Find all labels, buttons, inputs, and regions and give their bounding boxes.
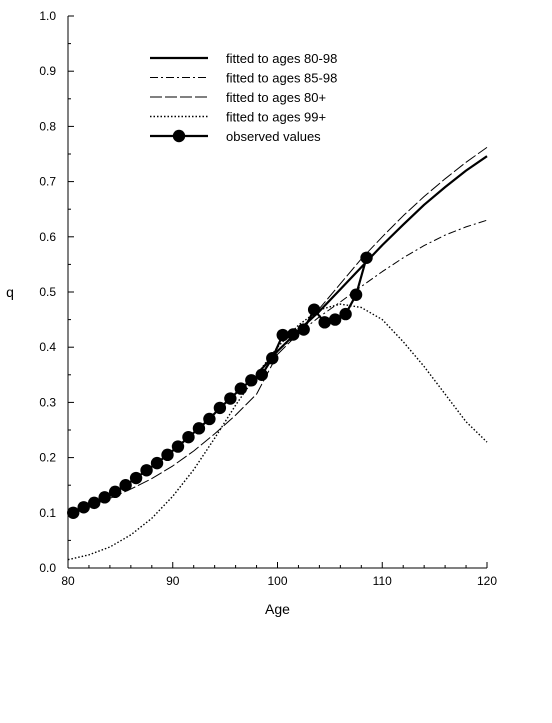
y-axis-title: q [6, 284, 14, 300]
y-tick-label: 0.4 [39, 340, 56, 354]
plot-area: 80 90 100 110 120 0.00.10.20.30.40.50.60.70.… [39, 9, 497, 588]
series-line [67, 303, 488, 561]
legend-marker [172, 129, 186, 143]
series-line [72, 257, 368, 514]
x-tick-label: 100 [267, 574, 287, 588]
data-point [266, 352, 279, 365]
legend: fitted to ages 80-98 fitted to ages 85-98… [150, 51, 337, 144]
data-point [287, 328, 300, 341]
data-point [255, 368, 268, 381]
y-tick-label: 0.5 [39, 285, 56, 299]
x-axis-title: Age [265, 601, 290, 617]
data-point [339, 307, 352, 321]
data-point [213, 401, 227, 415]
y-tick-label: 0.8 [39, 119, 56, 133]
data-point [276, 328, 289, 342]
data-point [67, 506, 80, 519]
data-point [129, 471, 143, 485]
data-point [182, 430, 195, 444]
y-tick-label: 1.0 [39, 9, 56, 23]
data-point [119, 479, 132, 492]
legend-label: observed values [226, 129, 321, 144]
legend-label: fitted to ages 85-98 [226, 71, 337, 86]
y-tick-label: 0.6 [39, 230, 56, 244]
series-line [277, 219, 488, 352]
data-point [98, 491, 111, 504]
x-tick-label: 90 [166, 574, 180, 588]
data-point [245, 374, 258, 387]
y-tick-label: 0.7 [39, 175, 56, 189]
x-tick-label: 110 [373, 574, 392, 588]
data-point [161, 448, 174, 462]
data-point [171, 440, 185, 453]
y-ticks: 0.0 0.1 0.2 0.3 0.4 0.5 0.6 0.7 0.8 0.9 1.0 [39, 9, 74, 575]
y-tick-label: 0.9 [39, 64, 56, 78]
data-point [328, 313, 342, 326]
data-point [108, 485, 122, 499]
x-ticks: 80 90 100 110 120 [61, 562, 497, 588]
legend-label: fitted to ages 80-98 [226, 51, 337, 66]
data-point [203, 412, 216, 426]
data-point [87, 496, 101, 510]
data-point [349, 288, 363, 301]
y-tick-label: 0.2 [39, 451, 56, 465]
series-line [255, 155, 488, 376]
data-point [140, 464, 153, 477]
series-line [67, 146, 488, 513]
y-tick-label: 0.0 [39, 561, 56, 575]
data-point [360, 251, 373, 264]
data-point [192, 422, 206, 435]
data-point [150, 456, 164, 470]
data-point [224, 392, 237, 405]
data-point [307, 303, 321, 316]
x-tick-label: 80 [61, 574, 75, 588]
x-tick-label: 120 [477, 574, 497, 588]
series-layer [67, 146, 488, 561]
legend-label: fitted to ages 80+ [226, 90, 326, 105]
y-tick-label: 0.1 [39, 506, 56, 520]
y-tick-label: 0.3 [39, 395, 56, 409]
data-point [77, 501, 90, 514]
legend-label: fitted to ages 99+ [226, 110, 326, 125]
data-point [297, 323, 310, 336]
data-point [318, 316, 331, 329]
data-point [234, 382, 248, 395]
